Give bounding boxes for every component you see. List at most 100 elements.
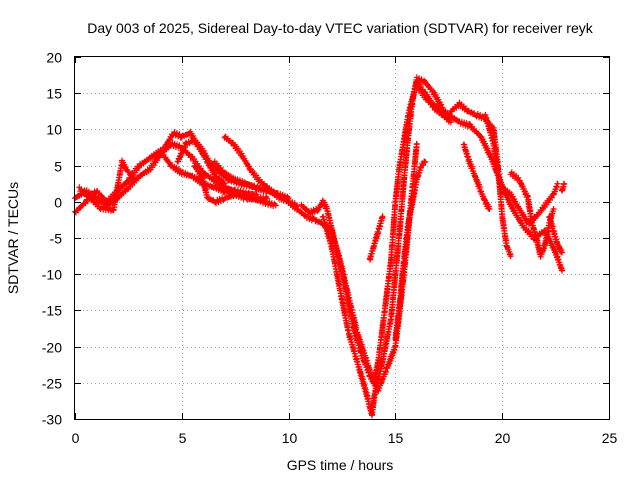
data-point — [308, 211, 312, 214]
data-point — [355, 359, 359, 363]
data-point — [415, 142, 418, 146]
data-point — [370, 414, 374, 417]
data-point — [202, 178, 205, 182]
data-point — [479, 135, 482, 138]
y-tick-label: 0 — [54, 195, 62, 211]
grid-layer — [75, 57, 609, 419]
data-point — [560, 189, 564, 193]
data-point — [84, 200, 87, 203]
data-point — [127, 186, 130, 189]
data-point — [236, 193, 239, 196]
data-point — [432, 92, 435, 95]
data-point — [206, 197, 209, 200]
data-point — [214, 200, 218, 203]
data-point — [193, 139, 196, 142]
data-point — [212, 186, 215, 189]
data-point — [492, 142, 495, 146]
data-point — [202, 149, 205, 153]
data-point — [330, 244, 333, 247]
data-point — [155, 157, 158, 160]
data-point — [338, 287, 342, 290]
data-point — [172, 131, 175, 135]
track-markers — [210, 158, 292, 202]
y-tick-label: -30 — [42, 412, 62, 428]
data-point — [212, 160, 215, 164]
data-point — [95, 197, 98, 200]
data-point — [560, 251, 564, 254]
data-point — [244, 182, 248, 185]
sat-track-6 — [191, 162, 279, 209]
data-point — [368, 374, 371, 377]
data-point — [447, 113, 450, 117]
data-point — [501, 186, 504, 189]
data-point — [471, 168, 474, 171]
data-point — [466, 110, 470, 113]
data-point — [394, 273, 397, 276]
data-point — [552, 229, 555, 232]
data-point — [304, 215, 307, 218]
data-point — [295, 207, 299, 211]
data-point — [389, 258, 393, 261]
data-point — [249, 168, 252, 171]
data-point — [231, 142, 235, 146]
data-point — [261, 200, 265, 203]
data-point — [509, 193, 512, 196]
sat-track-8 — [210, 158, 292, 202]
data-point — [385, 367, 389, 370]
data-point — [411, 99, 414, 102]
data-point — [189, 131, 192, 135]
track-markers — [482, 111, 561, 228]
data-point — [556, 182, 559, 185]
data-point — [223, 171, 226, 174]
data-point — [300, 204, 303, 207]
data-point — [321, 200, 324, 203]
data-point — [518, 207, 521, 211]
y-axis-label: SDTVAR / TECUs — [5, 182, 21, 294]
data-point — [193, 164, 196, 167]
data-point — [492, 128, 495, 131]
data-point — [287, 200, 290, 203]
axis-layer: 0 5 10 15 20 25 -30 -25 -20 -15 -10 -5 0 5 10 15 20 — [42, 50, 618, 447]
data-point — [148, 168, 151, 171]
data-point — [125, 168, 128, 171]
data-point — [509, 171, 512, 174]
data-point — [351, 323, 354, 327]
data-point — [137, 164, 141, 167]
sat-track-9 — [285, 79, 454, 386]
data-point — [133, 178, 136, 182]
data-point — [475, 113, 478, 117]
sat-track-20 — [559, 180, 568, 194]
sat-track-16 — [460, 141, 493, 212]
data-point — [398, 302, 401, 305]
data-point — [449, 121, 453, 124]
x-axis-label: GPS time / hours — [287, 457, 394, 473]
data-point — [325, 207, 329, 211]
data-point — [526, 222, 529, 225]
data-point — [377, 229, 380, 232]
data-point — [184, 142, 188, 146]
data-point — [105, 200, 109, 203]
data-point — [169, 142, 173, 146]
data-point — [381, 359, 384, 363]
y-tick-label: -10 — [42, 267, 62, 283]
data-point — [234, 178, 237, 182]
data-point — [321, 215, 324, 218]
chart-title: Day 003 of 2025, Sidereal Day-to-day VTE… — [87, 20, 593, 36]
x-tick-label: 15 — [388, 430, 404, 446]
data-point — [479, 189, 482, 193]
data-point — [552, 207, 555, 211]
data-point — [469, 124, 472, 128]
data-point — [415, 84, 418, 88]
data-point — [394, 338, 397, 341]
x-tick-label: 10 — [282, 430, 298, 446]
data-point — [402, 258, 406, 261]
data-point — [415, 178, 418, 182]
data-point — [556, 244, 559, 247]
data-point — [95, 189, 98, 193]
data-point — [148, 157, 151, 160]
data-point — [372, 396, 376, 399]
data-point — [274, 204, 277, 207]
data-point — [458, 102, 461, 106]
data-point — [191, 175, 194, 178]
y-tick-label: -25 — [42, 376, 62, 392]
